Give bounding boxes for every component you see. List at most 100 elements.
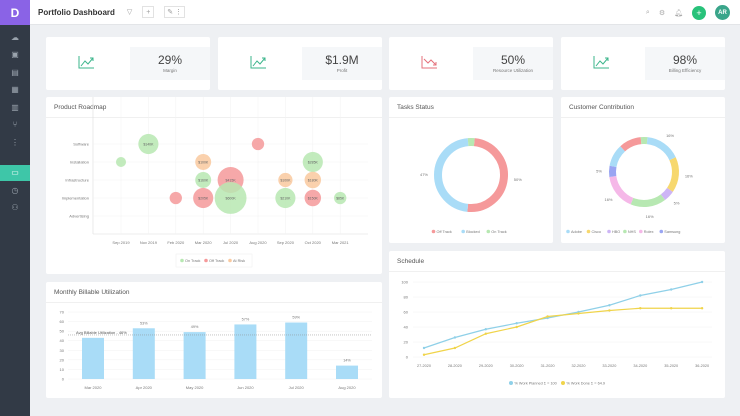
product-roadmap-card: Product Roadmap Software Installation Infr… bbox=[46, 97, 382, 274]
schedule-card: Schedule 0 20 40 60 80 100 27-2020 28-2020 29-20… bbox=[389, 251, 725, 398]
donut-slice bbox=[609, 165, 617, 177]
schedule-line-chart: 0 20 40 60 80 100 27-2020 28-2020 29-2020 30-2020… bbox=[401, 280, 712, 386]
document-icon[interactable]: ▥ bbox=[11, 102, 19, 112]
data-point bbox=[453, 346, 457, 350]
x-tick-label: 30-2020 bbox=[510, 364, 524, 368]
filter-icon[interactable]: ▽ bbox=[126, 9, 133, 16]
legend-marker bbox=[561, 381, 565, 385]
x-tick-label: Oct 2020 bbox=[305, 240, 322, 245]
bubble bbox=[304, 171, 322, 189]
y-tick-label: 60 bbox=[60, 319, 65, 324]
trend-down-icon bbox=[421, 56, 437, 69]
clipboard-icon[interactable]: ▤ bbox=[11, 67, 19, 77]
kpi-label: Profit bbox=[336, 68, 348, 73]
legend-marker bbox=[461, 229, 465, 234]
bubble bbox=[275, 187, 296, 209]
cards-icon[interactable]: ▦ bbox=[11, 85, 19, 95]
bubble bbox=[251, 137, 265, 151]
trend-up-icon bbox=[78, 56, 94, 69]
more-icon[interactable]: ⋮ bbox=[11, 138, 19, 148]
donut-slice bbox=[609, 146, 626, 168]
clock-icon[interactable]: ◷ bbox=[11, 185, 19, 195]
bar-label: 14% bbox=[343, 359, 351, 363]
more-icon[interactable]: ⋮ bbox=[175, 9, 183, 16]
kpi-value-box: 50% Resource Utilization bbox=[473, 47, 553, 80]
kpi-value: 29% bbox=[157, 53, 183, 67]
kpi-value-box: $1.9M Profit bbox=[302, 47, 382, 80]
edit-button[interactable]: ✎ ⋮ bbox=[164, 6, 186, 18]
slice-label: 50% bbox=[514, 177, 522, 182]
donut-slice bbox=[666, 157, 679, 192]
legend-label: NHS bbox=[628, 230, 636, 234]
x-tick-label: Nov 2019 bbox=[140, 240, 158, 245]
y-tick-label: Installation bbox=[70, 160, 89, 165]
bubble-label: $140K bbox=[143, 142, 154, 146]
data-point bbox=[453, 336, 457, 339]
data-point bbox=[670, 307, 673, 310]
kpi-card: 29% Margin bbox=[46, 37, 210, 90]
tasks-status-card: Tasks Status 50% 47% Off Track Blocked On Tr… bbox=[389, 97, 553, 243]
kpi-value-box: 98% Billing Efficiency bbox=[645, 47, 725, 80]
app-logo[interactable]: D bbox=[0, 0, 30, 25]
y-tick-label: 50 bbox=[60, 329, 65, 334]
card-title: Monthly Billable Utilization bbox=[54, 289, 130, 296]
y-tick-label: 20 bbox=[60, 357, 65, 362]
tasks-donut: 50% 47% Off Track Blocked On Track bbox=[420, 138, 522, 234]
x-tick-label: 36-2020 bbox=[695, 364, 709, 368]
create-button[interactable]: + bbox=[692, 5, 706, 20]
bubble bbox=[304, 189, 322, 207]
bubble-label: $160K bbox=[198, 178, 209, 182]
avatar[interactable]: AR bbox=[715, 5, 730, 20]
header: Portfolio Dashboard ▽ + ✎ ⋮ ⌕ ⚙ 🔔︎ + AR bbox=[30, 0, 740, 25]
bubble bbox=[193, 187, 214, 209]
bubble bbox=[138, 133, 159, 155]
bubble bbox=[195, 172, 212, 188]
x-tick-label: Apr 2020 bbox=[136, 385, 153, 390]
notification-icon[interactable]: 🔔︎ bbox=[674, 9, 683, 17]
y-tick-label: 0 bbox=[62, 377, 65, 382]
y-tick-label: 60 bbox=[404, 310, 409, 315]
briefcase-icon[interactable]: ▣ bbox=[11, 50, 19, 60]
branch-icon[interactable]: ⑂ bbox=[12, 120, 18, 130]
x-tick-label: Sep 2020 bbox=[277, 240, 295, 245]
legend-label: On Track bbox=[185, 259, 201, 263]
data-point bbox=[608, 304, 611, 307]
data-point bbox=[700, 307, 704, 310]
add-widget-button[interactable]: + bbox=[142, 6, 155, 18]
cloud-icon[interactable]: ☁ bbox=[11, 32, 19, 42]
legend-label: Blocked bbox=[466, 230, 480, 234]
search-icon[interactable]: ⌕ bbox=[645, 8, 650, 16]
legend-label: Off Track bbox=[437, 230, 452, 234]
x-tick-label: 32-2020 bbox=[572, 364, 586, 368]
data-point bbox=[639, 307, 642, 310]
x-tick-label: 33-2020 bbox=[602, 364, 616, 368]
slice-label: 16% bbox=[604, 197, 612, 202]
legend-label: % Work Planned Σ = 100 bbox=[515, 382, 557, 386]
bubble-label: $100K bbox=[280, 178, 291, 182]
legend-marker bbox=[509, 381, 513, 385]
bar bbox=[183, 332, 206, 379]
bubble bbox=[334, 191, 347, 205]
kpi-label: Billing Efficiency bbox=[668, 68, 702, 73]
legend-label: On Track bbox=[491, 230, 507, 234]
y-tick-label: 40 bbox=[404, 325, 409, 330]
gear-icon[interactable]: ⚙ bbox=[658, 9, 666, 17]
user-settings-icon[interactable]: ⚇ bbox=[11, 203, 19, 213]
x-tick-label: Jun 2020 bbox=[237, 385, 254, 390]
bar bbox=[132, 328, 155, 379]
dashboard-icon[interactable]: ▭ bbox=[0, 164, 30, 181]
card-title: Customer Contribution bbox=[569, 104, 635, 111]
y-tick-label: 20 bbox=[404, 340, 409, 345]
y-tick-label: Infrastructure bbox=[65, 178, 89, 183]
donut-slice bbox=[467, 138, 508, 212]
legend-label: Rolex bbox=[644, 230, 654, 234]
x-tick-label: May 2020 bbox=[186, 385, 204, 390]
bar bbox=[82, 337, 104, 379]
y-tick-label: 40 bbox=[60, 338, 65, 343]
x-tick-label: 28-2020 bbox=[448, 364, 462, 368]
legend-marker bbox=[204, 258, 208, 263]
x-tick-label: Jul 2020 bbox=[289, 385, 305, 390]
legend-marker bbox=[623, 229, 627, 234]
bubble-label: $85K bbox=[336, 196, 345, 200]
x-tick-label: Aug 2020 bbox=[338, 385, 356, 390]
